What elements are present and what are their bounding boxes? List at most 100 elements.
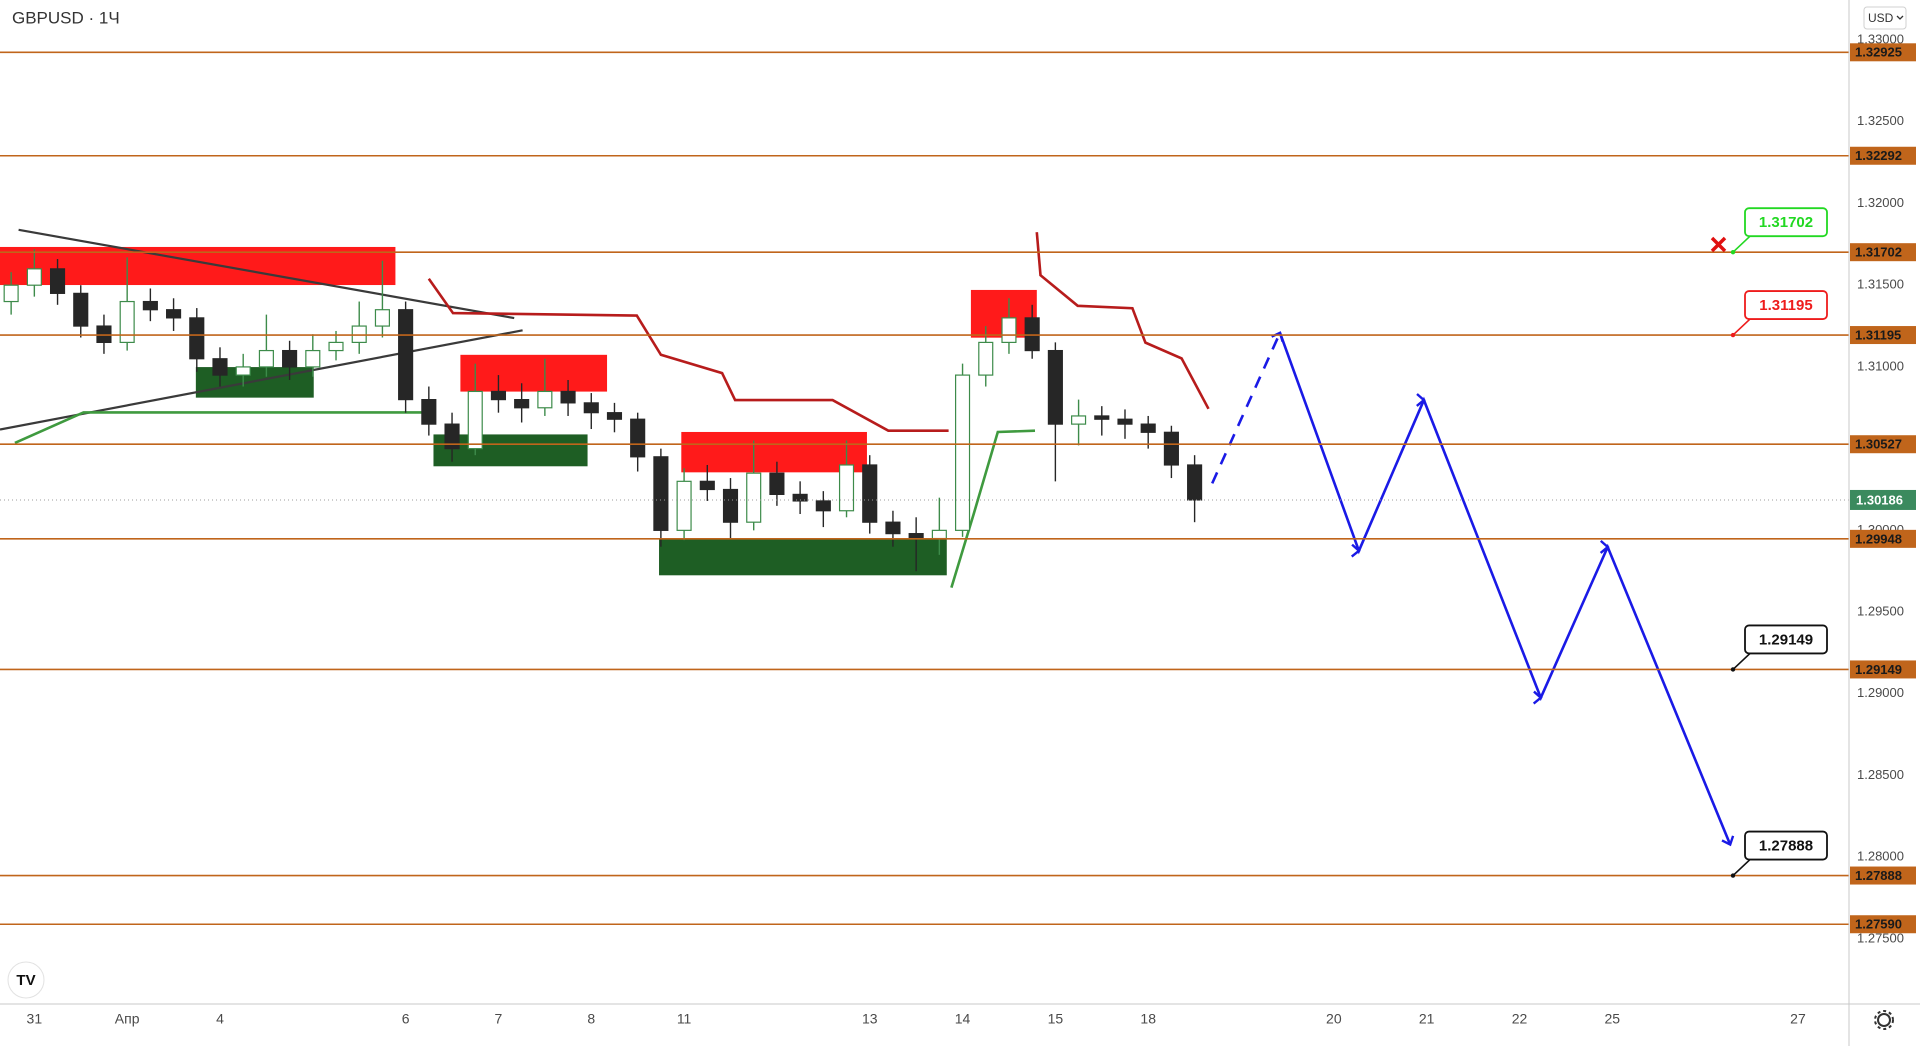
candle-body [838, 464, 855, 512]
candle-body [444, 423, 460, 450]
candle-body [537, 390, 553, 409]
candle-body [699, 480, 715, 491]
candle-body [96, 325, 112, 344]
y-tick-label: 1.31500 [1857, 277, 1904, 292]
x-tick-label: 8 [587, 1011, 595, 1027]
y-tick-label: 1.32500 [1857, 113, 1904, 128]
candle-body [189, 317, 205, 360]
level-label: 1.29948 [1855, 531, 1902, 546]
callout-label: 1.31195 [1759, 297, 1812, 314]
y-tick-label: 1.33000 [1857, 31, 1904, 46]
y-tick-label: 1.31000 [1857, 358, 1904, 373]
candle-body [351, 325, 367, 344]
candle-body [1047, 349, 1063, 425]
candle-body [1187, 464, 1203, 501]
callout-label: 1.27888 [1759, 838, 1813, 855]
level-label-box [1850, 435, 1916, 454]
level-label-box [1850, 529, 1916, 548]
zone [681, 431, 867, 473]
level-label: 1.30527 [1855, 437, 1902, 452]
callout-box [1744, 830, 1828, 861]
callout-anchor [1730, 667, 1736, 672]
candle-body [815, 500, 831, 512]
y-tick-label: 1.28000 [1857, 849, 1904, 864]
currency-button[interactable] [1863, 6, 1907, 30]
invalidation-marker [1710, 236, 1727, 253]
level-label-box [1850, 326, 1916, 345]
projection-path [1211, 331, 1284, 484]
candle-body [908, 533, 924, 540]
candle-body [374, 309, 390, 327]
level-label: 1.32292 [1855, 148, 1902, 163]
zone [0, 246, 396, 286]
callout-anchor [1730, 332, 1736, 338]
candle-body [931, 529, 947, 540]
trailing-stop [950, 429, 1036, 588]
callout-label: 1.29149 [1759, 631, 1813, 648]
currency-label[interactable]: USD [1868, 11, 1894, 25]
candle-body [1163, 431, 1179, 466]
projection-path [1278, 332, 1735, 847]
candle-body [1071, 415, 1087, 425]
x-tick-label: 13 [862, 1011, 878, 1027]
x-tick-label: 20 [1326, 1011, 1342, 1027]
overlay: 1.32925 1.32292 1.31702 1.31195 1.30527 1.299… [1730, 43, 1916, 934]
callout-anchor [1730, 873, 1736, 878]
candle-body [212, 358, 228, 376]
candle-body [258, 349, 274, 368]
level-label: 1.31702 [1855, 245, 1902, 260]
svg-text:TV: TV [16, 972, 35, 989]
candle-body [560, 390, 576, 404]
callout-leader [1732, 318, 1751, 336]
candle-body [954, 374, 971, 531]
candle-body [606, 412, 623, 420]
level-label-box [1850, 43, 1916, 62]
currency-caret[interactable] [1896, 15, 1904, 20]
callout-leader [1732, 652, 1751, 671]
zone [460, 354, 608, 392]
candle-body [73, 292, 89, 327]
level-label-box [1850, 866, 1916, 885]
candle-body [235, 366, 251, 376]
callout-leader [1732, 858, 1751, 877]
candle-body [583, 402, 599, 414]
x-tick-label: 14 [955, 1011, 971, 1027]
level-label-box [1850, 915, 1916, 934]
callout-box [1744, 207, 1828, 238]
last-price-label: 1.30186 [1856, 492, 1903, 507]
candle-body [305, 349, 321, 368]
candle-body [398, 309, 414, 401]
y-tick-label: 1.29500 [1857, 604, 1904, 619]
callout-label: 1.31702 [1759, 214, 1813, 231]
level-label: 1.32925 [1855, 45, 1902, 60]
candle-body [978, 341, 994, 376]
candle-body [514, 399, 530, 409]
x-tick-label: 25 [1605, 1011, 1621, 1027]
candle-body [862, 464, 878, 523]
callout-anchor [1730, 249, 1736, 255]
candle-body [328, 341, 344, 352]
candle-body [792, 493, 808, 502]
symbol-title: GBPUSD · 1Ч [12, 8, 120, 27]
y-tick-label: 1.29000 [1857, 685, 1904, 700]
x-tick-label: 7 [495, 1011, 503, 1027]
x-tick-label: 15 [1048, 1011, 1064, 1027]
trendline [18, 228, 515, 320]
x-tick-label: Апр [115, 1011, 140, 1027]
candle-body [1117, 418, 1133, 425]
level-label-box [1850, 146, 1916, 165]
trailing-stop [427, 278, 949, 432]
level-label: 1.27590 [1855, 917, 1902, 932]
trailing-stop [1035, 232, 1210, 410]
candle-body [630, 418, 646, 458]
candle-body [746, 472, 762, 523]
level-label: 1.29149 [1855, 662, 1902, 677]
y-tick-label: 1.28500 [1857, 767, 1904, 782]
x-tick-label: 11 [677, 1011, 692, 1027]
settings-gear[interactable] [1874, 1010, 1894, 1030]
tradingview-logo[interactable]: TV [7, 961, 45, 999]
x-tick-label: 4 [216, 1011, 224, 1027]
x-tick-label: 21 [1419, 1011, 1435, 1027]
